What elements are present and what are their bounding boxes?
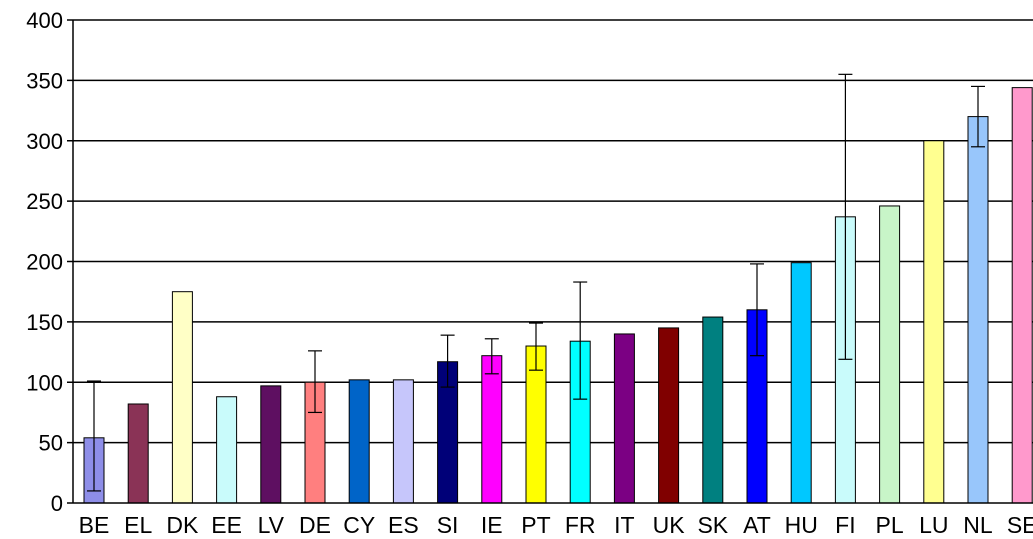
y-tick-label-50: 50 bbox=[39, 431, 63, 456]
y-tick-label-0: 0 bbox=[51, 491, 63, 516]
error-bar-fr bbox=[573, 281, 588, 400]
x-tick-label-de: DE bbox=[299, 512, 331, 538]
error-bars bbox=[87, 73, 985, 492]
x-tick-label-at: AT bbox=[743, 512, 771, 538]
error-bar-pt bbox=[529, 322, 543, 371]
x-tick-label-hu: HU bbox=[785, 512, 818, 538]
y-tick-label-100: 100 bbox=[26, 370, 63, 395]
bar-ee bbox=[216, 396, 238, 504]
x-tick-label-lu: LU bbox=[919, 512, 948, 538]
x-axis-labels: BE EL DK EE LV DE CY ES SI IE PT FR IT UK SK AT HU FI PL LU… bbox=[79, 512, 1033, 538]
bar-el bbox=[127, 403, 149, 504]
y-tick-label-400: 400 bbox=[26, 8, 63, 33]
x-tick-label-it: IT bbox=[614, 512, 634, 538]
bar-hu bbox=[790, 262, 812, 504]
x-tick-label-sk: SK bbox=[697, 512, 728, 538]
x-tick-label-si: SI bbox=[437, 512, 459, 538]
bar-pl bbox=[879, 205, 901, 504]
x-tick-label-uk: UK bbox=[653, 512, 686, 538]
x-tick-label-fr: FR bbox=[565, 512, 596, 538]
bar-es bbox=[392, 379, 414, 504]
bars bbox=[83, 87, 1033, 504]
x-tick-label-cy: CY bbox=[343, 512, 375, 538]
error-bar-nl bbox=[971, 85, 985, 148]
gridlines bbox=[73, 19, 1033, 444]
bar-lu bbox=[923, 140, 945, 504]
error-bar-de bbox=[308, 350, 322, 414]
bar-lv bbox=[260, 385, 282, 504]
y-tick-label-250: 250 bbox=[26, 189, 63, 214]
bar-it bbox=[613, 333, 635, 504]
error-bar-be bbox=[87, 380, 101, 492]
error-bar-fi bbox=[838, 73, 853, 360]
bar-sk bbox=[702, 316, 724, 504]
y-tick-label-150: 150 bbox=[26, 310, 63, 335]
x-tick-label-se: SE bbox=[1007, 512, 1033, 538]
error-bar-ie bbox=[484, 338, 499, 375]
x-tick-label-pl: PL bbox=[876, 512, 904, 538]
axes bbox=[72, 20, 1033, 504]
x-tick-label-es: ES bbox=[388, 512, 419, 538]
x-tick-label-ee: EE bbox=[211, 512, 242, 538]
bar-se bbox=[1011, 87, 1033, 504]
y-axis-ticks: 0 50 100 150 200 250 300 350 400 bbox=[26, 8, 73, 516]
y-tick-label-300: 300 bbox=[26, 129, 63, 154]
x-tick-label-pt: PT bbox=[521, 512, 550, 538]
x-tick-label-fi: FI bbox=[835, 512, 855, 538]
bar-cy bbox=[348, 379, 370, 504]
bar-uk bbox=[658, 327, 680, 504]
x-tick-label-ie: IE bbox=[481, 512, 503, 538]
error-bar-at bbox=[750, 263, 764, 357]
x-tick-label-be: BE bbox=[79, 512, 110, 538]
error-bar-si bbox=[440, 334, 455, 388]
bar-dk bbox=[171, 291, 193, 504]
x-tick-label-nl: NL bbox=[963, 512, 993, 538]
x-tick-label-el: EL bbox=[124, 512, 152, 538]
y-tick-label-350: 350 bbox=[26, 68, 63, 93]
bar-nl bbox=[967, 116, 989, 504]
bar-ie bbox=[481, 355, 503, 504]
x-tick-label-lv: LV bbox=[258, 512, 285, 538]
y-tick-label-200: 200 bbox=[26, 250, 63, 275]
x-tick-label-dk: DK bbox=[166, 512, 199, 538]
